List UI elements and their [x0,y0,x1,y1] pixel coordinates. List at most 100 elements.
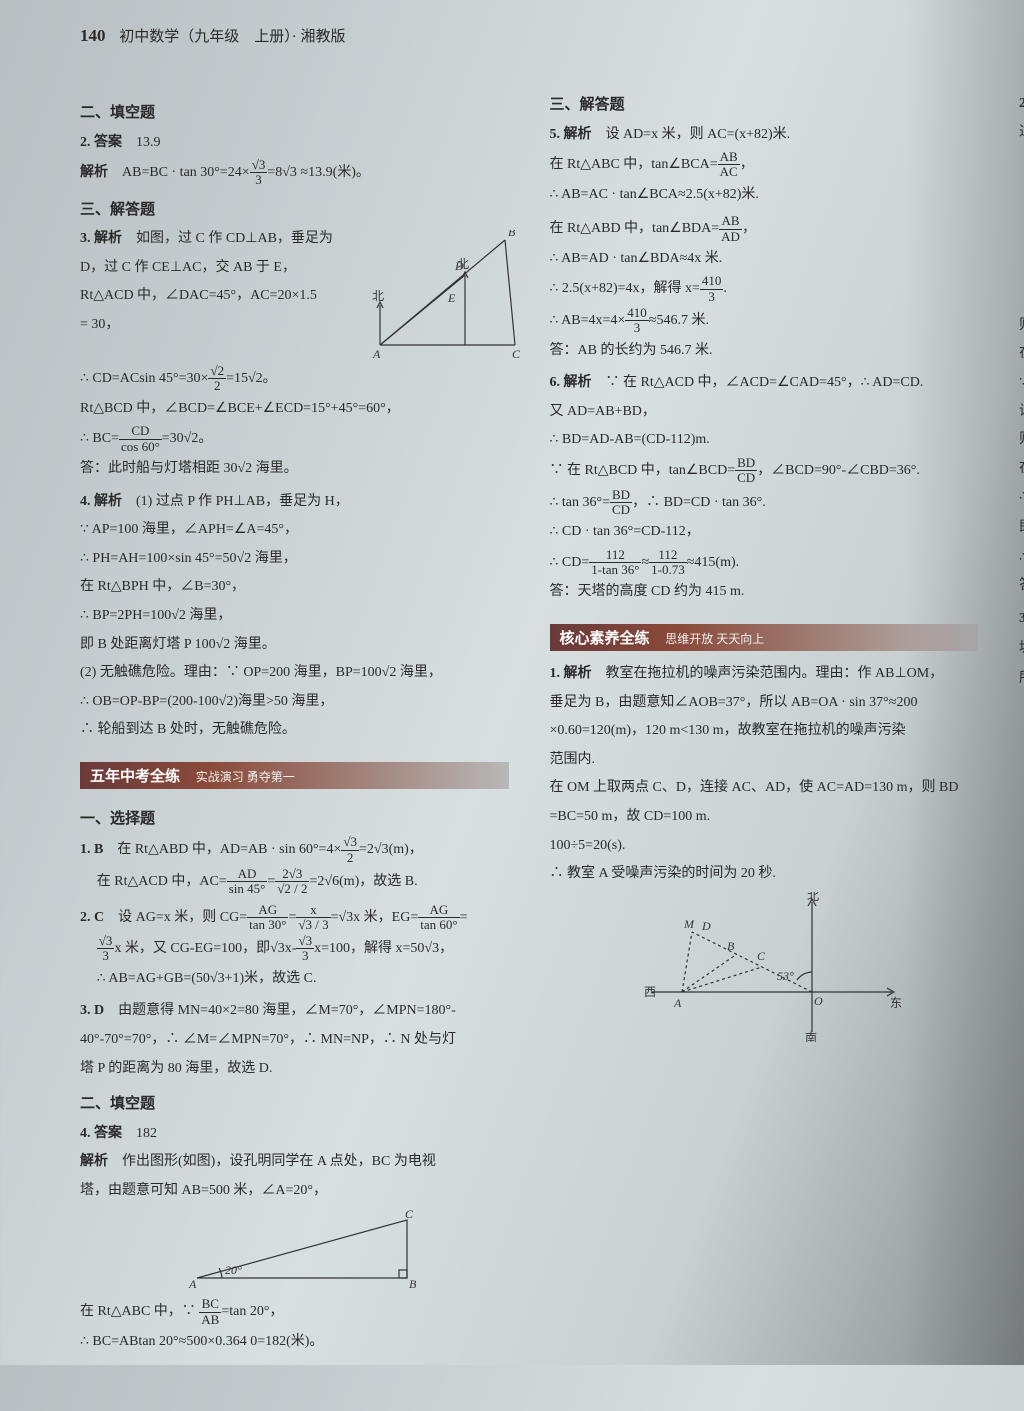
q3-ans: 答：此时船与灯塔相距 30√2 海里。 [80,456,525,483]
q4-l3: ∴ PH=AH=100×sin 45°=50√2 海里， [80,546,525,573]
hx1-l2: 垂足为 B，由题意知∠AOB=37°，所以 AB=OA · sin 37°≈20… [550,690,995,717]
svg-text:M: M [683,917,695,931]
banner-exam-sub: 实战演习 勇夺第一 [196,770,295,784]
svg-text:O: O [814,994,823,1008]
svg-text:C: C [405,1208,414,1221]
r1-l2: ∴ AB=AD · tan∠BDA≈4x 米. [550,246,995,273]
hx2-l9: ∴ MF=CF · tan∠MCF， [1019,484,1024,511]
r6-l7a: ∴ CD= [550,555,590,570]
hx1-l8: ∴ 教室 A 受噪声污染的时间为 20 秒. [550,861,995,888]
sa5-l1: 设 AD=x 米，则 AC=(x+82)米. [606,127,791,142]
hx2-label: 2. 解析 [1019,96,1024,111]
hx3-l3: 所以 BF=BD+DF=15(m). [1019,666,1024,693]
r1-l1a: 在 Rt△ABD 中，tan∠BDA= [550,221,720,236]
mc2-l3: ∴ AB=AG+GB=(50√3+1)米，故选 C. [80,966,525,993]
svg-text:南: 南 [805,1030,817,1042]
hx1-l1: 教室在拖拉机的噪声污染范围内。理由：作 AB⊥OM， [606,666,944,681]
q3-l5a: ∴ CD=ACsin 45°=30× [80,371,208,386]
svg-text:C: C [512,347,521,360]
r6-l1: ∵ 在 Rt△ACD 中，∠ACD=∠CAD=45°，∴ AD=CD. [606,375,924,390]
q4-l2: ∵ AP=100 海里，∠APH=∠A=45°， [80,517,525,544]
mc2-label: 2. C [80,910,104,925]
q2-expl-label: 解析 [80,165,108,180]
hx2-l3: 则 EF=AB-CD=1.7-1.5=0.2 米， [1019,313,1024,340]
mc3-l3: 塔 P 的距离为 80 海里，故选 D. [80,1056,525,1083]
hx3-label: 3. 解析 [1019,611,1024,626]
q2-answer: 13.9 [136,135,161,150]
section-solve: 三、解答题 [80,196,525,225]
q3-frac1: √22 [208,364,226,394]
q3-l5b: =15√2。 [226,371,277,386]
r6-l4a: ∵ 在 Rt△BCD 中，tan∠BCD= [550,463,736,478]
mc-title: 一、选择题 [80,805,525,834]
sa5-l3: ∴ AB=AC · tan∠BCA≈2.5(x+82)米. [550,182,995,209]
sa5-l2a: 在 Rt△ABC 中，tan∠BCA= [550,157,718,172]
q3-l6: Rt△BCD 中，∠BCD=∠BCE+∠ECD=15°+45°=60°， [80,396,525,423]
r1-l4a: ∴ AB=4x=4× [550,313,626,328]
banner-core-sub: 思维开放 天天向上 [665,632,764,646]
q3-l7a: ∴ BC= [80,431,119,446]
mc3-label: 3. D [80,1003,104,1018]
fb4-l3a: 在 Rt△ABC 中，∵ [80,1304,199,1319]
hx2-l8: 在 Rt△MFC 中，∠MFC=90°，∠MCF=30°， [1019,456,1024,483]
mc1-l2b: =2√6(m)，故选 B. [309,874,417,889]
mc1-l2a: 在 Rt△ACD 中，AC= [97,874,227,889]
q2-expl-a: AB=BC · tan 30°=24× [122,165,250,180]
hx2-l11: ∴ MN≈12 米. [1019,545,1024,572]
page-body: 二、填空题 2. 答案 13.9 解析 AB=BC · tan 30°=24×√… [0,61,1024,1411]
section-fill-blank: 二、填空题 [80,99,525,128]
r1-l3a: ∴ 2.5(x+82)=4x，解得 x= [550,281,700,296]
figure-compass: 北 南 西 东 A O B C D M 53° [642,892,902,1042]
svg-text:北: 北 [807,892,819,903]
hx2-l5: ∵ ∠MAE=45°，∴ AE=ME. [1019,370,1024,397]
hx3-l2a: 坡度 i=2:1，所以 DF= [1019,641,1024,656]
svg-text:53°: 53° [777,969,794,983]
svg-text:B: B [409,1277,417,1291]
hx2-l6: 设 AE=ME=x 米， [1019,399,1024,426]
hx2-ans: 答：旗杆 MN 的高度约为 12 米. [1019,573,1024,600]
q4-l6: 即 B 处距离灯塔 P 100√2 海里。 [80,632,525,659]
q3-frac2: CDcos 60° [119,424,162,454]
hx1-l7: 100÷5=20(s). [550,833,995,860]
book-title: 初中数学（九年级 上册）· 湘教版 [119,29,345,45]
fb-title: 二、填空题 [80,1090,525,1119]
q4-l4: 在 Rt△BPH 中，∠B=30°， [80,574,525,601]
banner-exam-main: 五年中考全练 [90,769,180,785]
svg-text:20°: 20° [225,1263,242,1277]
q3-l1: 如图，过 C 作 CD⊥AB，垂足为 [136,231,333,246]
page-header: 140 初中数学（九年级 上册）· 湘教版 [0,0,1024,46]
q4-l1: (1) 过点 P 作 PH⊥AB，垂足为 H， [136,494,349,509]
banner-core-main: 核心素养全练 [560,631,650,647]
r6-label: 6. 解析 [550,375,592,390]
figure-fb4: A B C 20° [177,1208,427,1293]
sa5-label: 5. 解析 [550,127,592,142]
q4-l9: ∴ 轮船到达 B 处时，无触礁危险。 [80,717,525,744]
fb4-l4: ∴ BC=ABtan 20°≈500×0.364 0=182(米)。 [80,1329,525,1356]
mc2-l1a: 设 AG=x 米，则 CG= [118,910,247,925]
svg-text:北: 北 [457,257,469,271]
q2-frac: √33 [250,158,268,188]
mc1-l1a: 在 Rt△ABD 中，AD=AB · sin 60°=4× [117,842,341,857]
hx2-l10a: 即 x+0.2= [1019,520,1024,535]
q4-l8: ∴ OB=OP-BP=(200-100√2)海里>50 海里， [80,689,525,716]
mc3-l2: 40°-70°=70°，∴ ∠M=∠MPN=70°，∴ MN=NP，∴ N 处与… [80,1027,525,1054]
svg-text:B: B [727,939,735,953]
hx2-l2: 过点 C 作 CF⊥MN 于 F， [1019,120,1024,147]
hx1-l5: 在 OM 上取两点 C、D，连接 AC、AD，使 AC=AD=130 m，则 B… [550,775,995,802]
svg-text:D: D [701,919,711,933]
hx1-l4: 范围内. [550,747,995,774]
r6-l6: ∴ CD · tan 36°=CD-112， [550,519,995,546]
q3-l7b: =30√2。 [162,431,213,446]
page-number: 140 [80,26,106,45]
svg-text:A: A [372,347,381,360]
fb4-ans: 182 [136,1126,157,1141]
q2-answer-label: 2. 答案 [80,135,122,150]
hx1-l3: ×0.60=120(m)，120 m<130 m，故教室在拖拉机的噪声污染 [550,718,995,745]
q3-label: 3. 解析 [80,231,122,246]
mc3-l1: 由题意得 MN=40×2=80 海里，∠M=70°，∠MPN=180°- [118,1003,456,1018]
r6-ans: 答：天塔的高度 CD 约为 415 m. [550,579,995,606]
banner-core: 核心素养全练 思维开放 天天向上 [550,624,979,651]
svg-text:A: A [673,996,682,1010]
fb4-expl-label: 解析 [80,1154,108,1169]
banner-exam: 五年中考全练 实战演习 勇夺第一 [80,762,509,789]
